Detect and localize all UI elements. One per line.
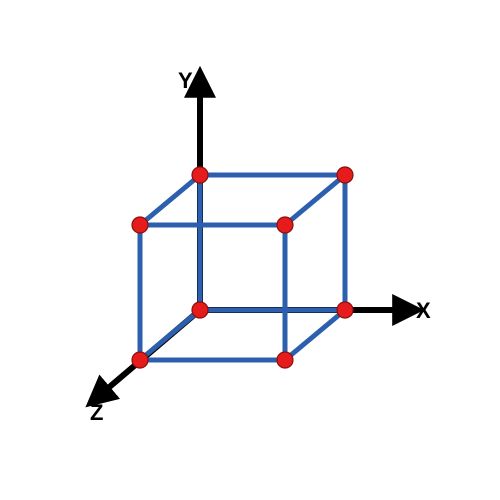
cube-vertex: [192, 302, 208, 318]
cube-vertex: [337, 167, 353, 183]
cube-vertex: [192, 167, 208, 183]
cube-axes-diagram: Y X Z: [0, 0, 500, 500]
cube-edge: [285, 310, 345, 360]
cube-vertex: [337, 302, 353, 318]
diagram-svg: [0, 0, 500, 500]
cube-edge: [140, 175, 200, 225]
cube-vertex: [277, 217, 293, 233]
cube-edge: [140, 310, 200, 360]
cube-vertex: [277, 352, 293, 368]
cube-edge: [285, 175, 345, 225]
cube-vertex: [132, 217, 148, 233]
z-axis-label: Z: [90, 400, 103, 426]
y-axis-label: Y: [178, 68, 193, 94]
cube-vertex: [132, 352, 148, 368]
x-axis-label: X: [416, 298, 431, 324]
